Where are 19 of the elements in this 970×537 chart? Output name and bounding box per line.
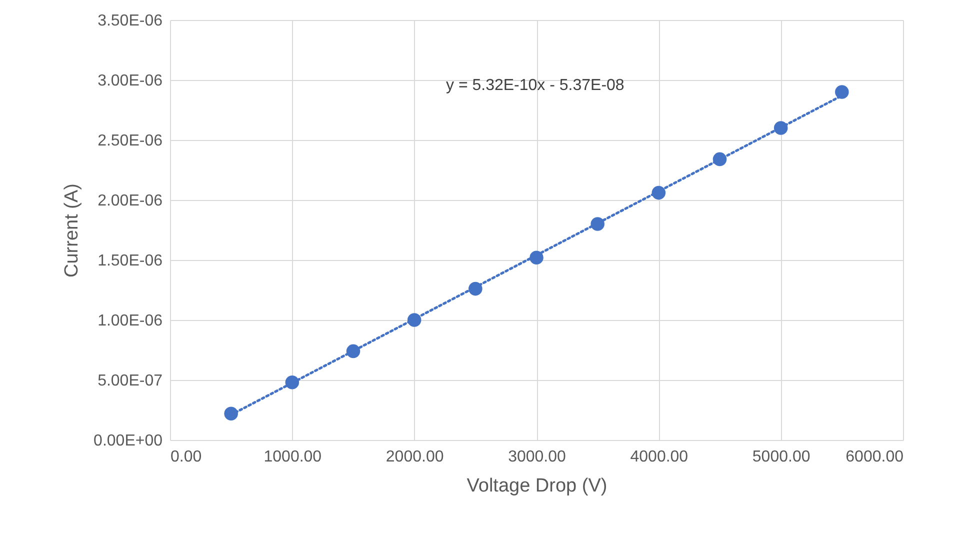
y-tick-label: 0.00E+00 <box>94 432 163 450</box>
y-tick-label: 2.00E-06 <box>98 192 163 210</box>
x-tick-label: 4000.00 <box>630 448 688 466</box>
x-tick-label: 0.00 <box>170 448 202 466</box>
y-tick-label: 1.50E-06 <box>98 252 163 270</box>
point <box>835 85 849 99</box>
x-tick-label: 2000.00 <box>386 448 444 466</box>
y-tick-label: 1.00E-06 <box>98 312 163 330</box>
x-axis-title: Voltage Drop (V) <box>466 476 608 496</box>
y-axis-title: Current (A) <box>62 184 83 278</box>
annotation: y = 5.32E-10x - 5.37E-08 <box>446 77 624 94</box>
x-tick-label: 5000.00 <box>752 448 810 466</box>
x-tick-label: 3000.00 <box>508 448 566 466</box>
x-tick-label: 6000.00 <box>846 448 904 466</box>
y-tick-label: 2.50E-06 <box>98 132 163 150</box>
x-tick-label: 1000.00 <box>264 448 322 466</box>
y-tick-label: 3.50E-06 <box>98 12 163 30</box>
y-tick-label: 5.00E-07 <box>98 372 163 390</box>
y-tick-label: 3.00E-06 <box>98 72 163 90</box>
